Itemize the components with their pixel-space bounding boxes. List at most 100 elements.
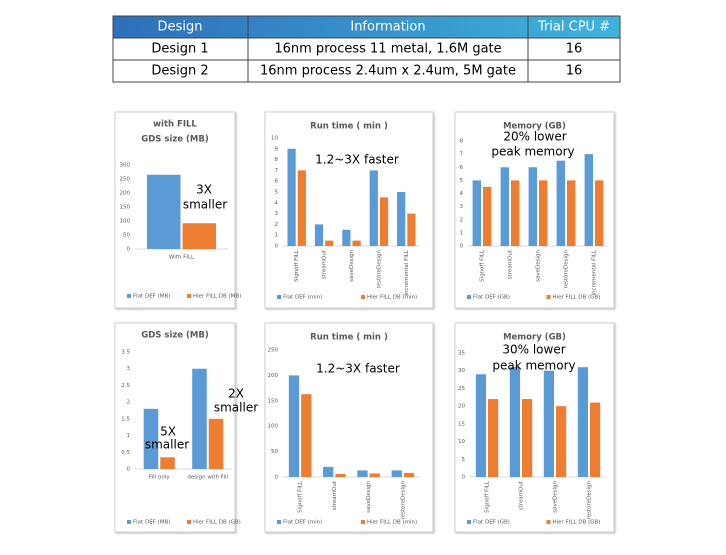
- cell: 16nm process 11 metal, 1.6M gate: [274, 42, 501, 57]
- y-tick-label: 250: [268, 348, 279, 354]
- legend-label: Hier FILL DB (MB): [193, 294, 241, 300]
- x-tick-label: restoreDesign: [587, 480, 593, 519]
- legend-label: Flat DEF (min): [283, 520, 322, 526]
- bar: [567, 180, 576, 246]
- chart-title: Run time ( min ): [310, 333, 388, 343]
- bar: [397, 192, 406, 246]
- x-tick-label: streamOut: [332, 480, 338, 510]
- x-tick-label: Incremental FILL: [404, 249, 410, 296]
- legend-label: Flat DEF (GB): [473, 520, 510, 526]
- chart-title: Memory (GB): [503, 333, 566, 343]
- bar: [483, 186, 492, 246]
- y-tick-label: 2: [127, 400, 131, 406]
- legend-label: Hier FILL DB (min): [367, 295, 417, 301]
- bar: [357, 470, 368, 477]
- header-cell: Information: [350, 20, 425, 35]
- y-tick-label: 7: [275, 168, 279, 174]
- legend-label: Hier FILL DB (GB): [553, 295, 601, 301]
- bar: [539, 180, 548, 246]
- y-tick-label: 200: [120, 191, 131, 197]
- legend-label: Hier FILL DB (min): [367, 520, 417, 526]
- y-tick-label: 6: [460, 165, 464, 171]
- y-tick-label: 300: [120, 163, 131, 169]
- legend-swatch: [127, 520, 131, 524]
- y-tick-label: 0: [275, 475, 279, 481]
- y-tick-label: 8: [460, 139, 464, 145]
- bar: [288, 375, 300, 477]
- y-tick-label: 9: [275, 146, 279, 152]
- y-tick-label: 1.5: [121, 416, 130, 422]
- bar: [488, 399, 499, 477]
- legend-swatch: [127, 294, 131, 298]
- chart-title: Memory (GB): [503, 122, 566, 132]
- x-tick-label: design with Fill: [187, 475, 228, 481]
- bar: [352, 240, 361, 246]
- bar: [403, 472, 415, 477]
- bar: [500, 167, 509, 246]
- y-tick-label: 5: [460, 178, 464, 184]
- bar: [595, 180, 604, 246]
- y-tick-label: 1: [127, 433, 131, 439]
- y-tick-label: 50: [123, 233, 130, 239]
- cell: 16: [566, 64, 583, 79]
- y-tick-label: 250: [120, 177, 131, 183]
- legend-swatch: [361, 295, 365, 299]
- y-tick-label: 150: [268, 398, 279, 404]
- legend-swatch: [546, 520, 551, 524]
- y-tick-label: 7: [460, 152, 464, 158]
- x-tick-label: saveDesign: [366, 480, 372, 512]
- y-tick-label: 20: [458, 404, 465, 410]
- legend-swatch: [467, 295, 471, 299]
- bar: [369, 473, 380, 477]
- chart-subtitle: GDS size (MB): [141, 135, 209, 145]
- x-tick-label: Incremental FILL: [592, 249, 598, 296]
- y-tick-label: 25: [458, 386, 465, 392]
- bar: [325, 240, 334, 246]
- bar: [342, 229, 351, 246]
- x-tick-label: Signoff FILL: [294, 249, 300, 282]
- y-tick-label: 2: [460, 217, 464, 223]
- bar: [543, 370, 554, 477]
- y-tick-label: 1: [460, 230, 464, 236]
- legend-swatch: [546, 295, 551, 299]
- y-tick-label: 0: [275, 244, 279, 250]
- legend-swatch: [187, 294, 191, 298]
- x-tick-label: streamOut: [519, 480, 525, 510]
- bar: [556, 406, 567, 477]
- annotation: 1.2~3X faster: [315, 153, 399, 167]
- bar: [160, 457, 175, 469]
- y-tick-label: 2.5: [121, 383, 130, 389]
- y-tick-label: 5: [462, 457, 466, 463]
- bar: [475, 374, 486, 477]
- bar: [556, 160, 565, 246]
- y-tick-label: 15: [458, 421, 465, 427]
- legend-swatch: [187, 520, 191, 524]
- bar: [522, 399, 533, 477]
- y-tick-label: 150: [120, 205, 131, 211]
- x-tick-label: saveDesign: [349, 249, 355, 281]
- y-tick-label: 10: [271, 136, 278, 142]
- y-tick-label: 30: [458, 368, 465, 374]
- bar: [528, 167, 537, 246]
- annotation: 3X: [196, 183, 212, 197]
- y-tick-label: 0: [127, 247, 131, 253]
- y-tick-label: 1: [275, 233, 279, 239]
- legend-label: Flat DEF (min): [283, 295, 322, 301]
- bar: [472, 180, 481, 246]
- y-tick-label: 0: [460, 244, 464, 250]
- y-tick-label: 4: [275, 200, 279, 206]
- y-tick-label: 5: [275, 190, 279, 196]
- bar: [335, 473, 346, 477]
- bar: [577, 367, 588, 477]
- annotation: smaller: [145, 438, 189, 452]
- x-tick-label: Signoff FILL: [480, 249, 486, 282]
- legend-swatch: [277, 520, 281, 524]
- cell: Design 1: [151, 42, 208, 57]
- annotation: 1.2~3X faster: [316, 362, 400, 376]
- x-tick-label: restoreDesign: [564, 249, 570, 288]
- y-tick-label: 35: [458, 351, 465, 357]
- annotation: 30% lower: [502, 343, 565, 357]
- legend-swatch: [277, 295, 281, 299]
- chart-title: with FILL: [153, 120, 197, 130]
- header-cell: Trial CPU #: [537, 20, 610, 35]
